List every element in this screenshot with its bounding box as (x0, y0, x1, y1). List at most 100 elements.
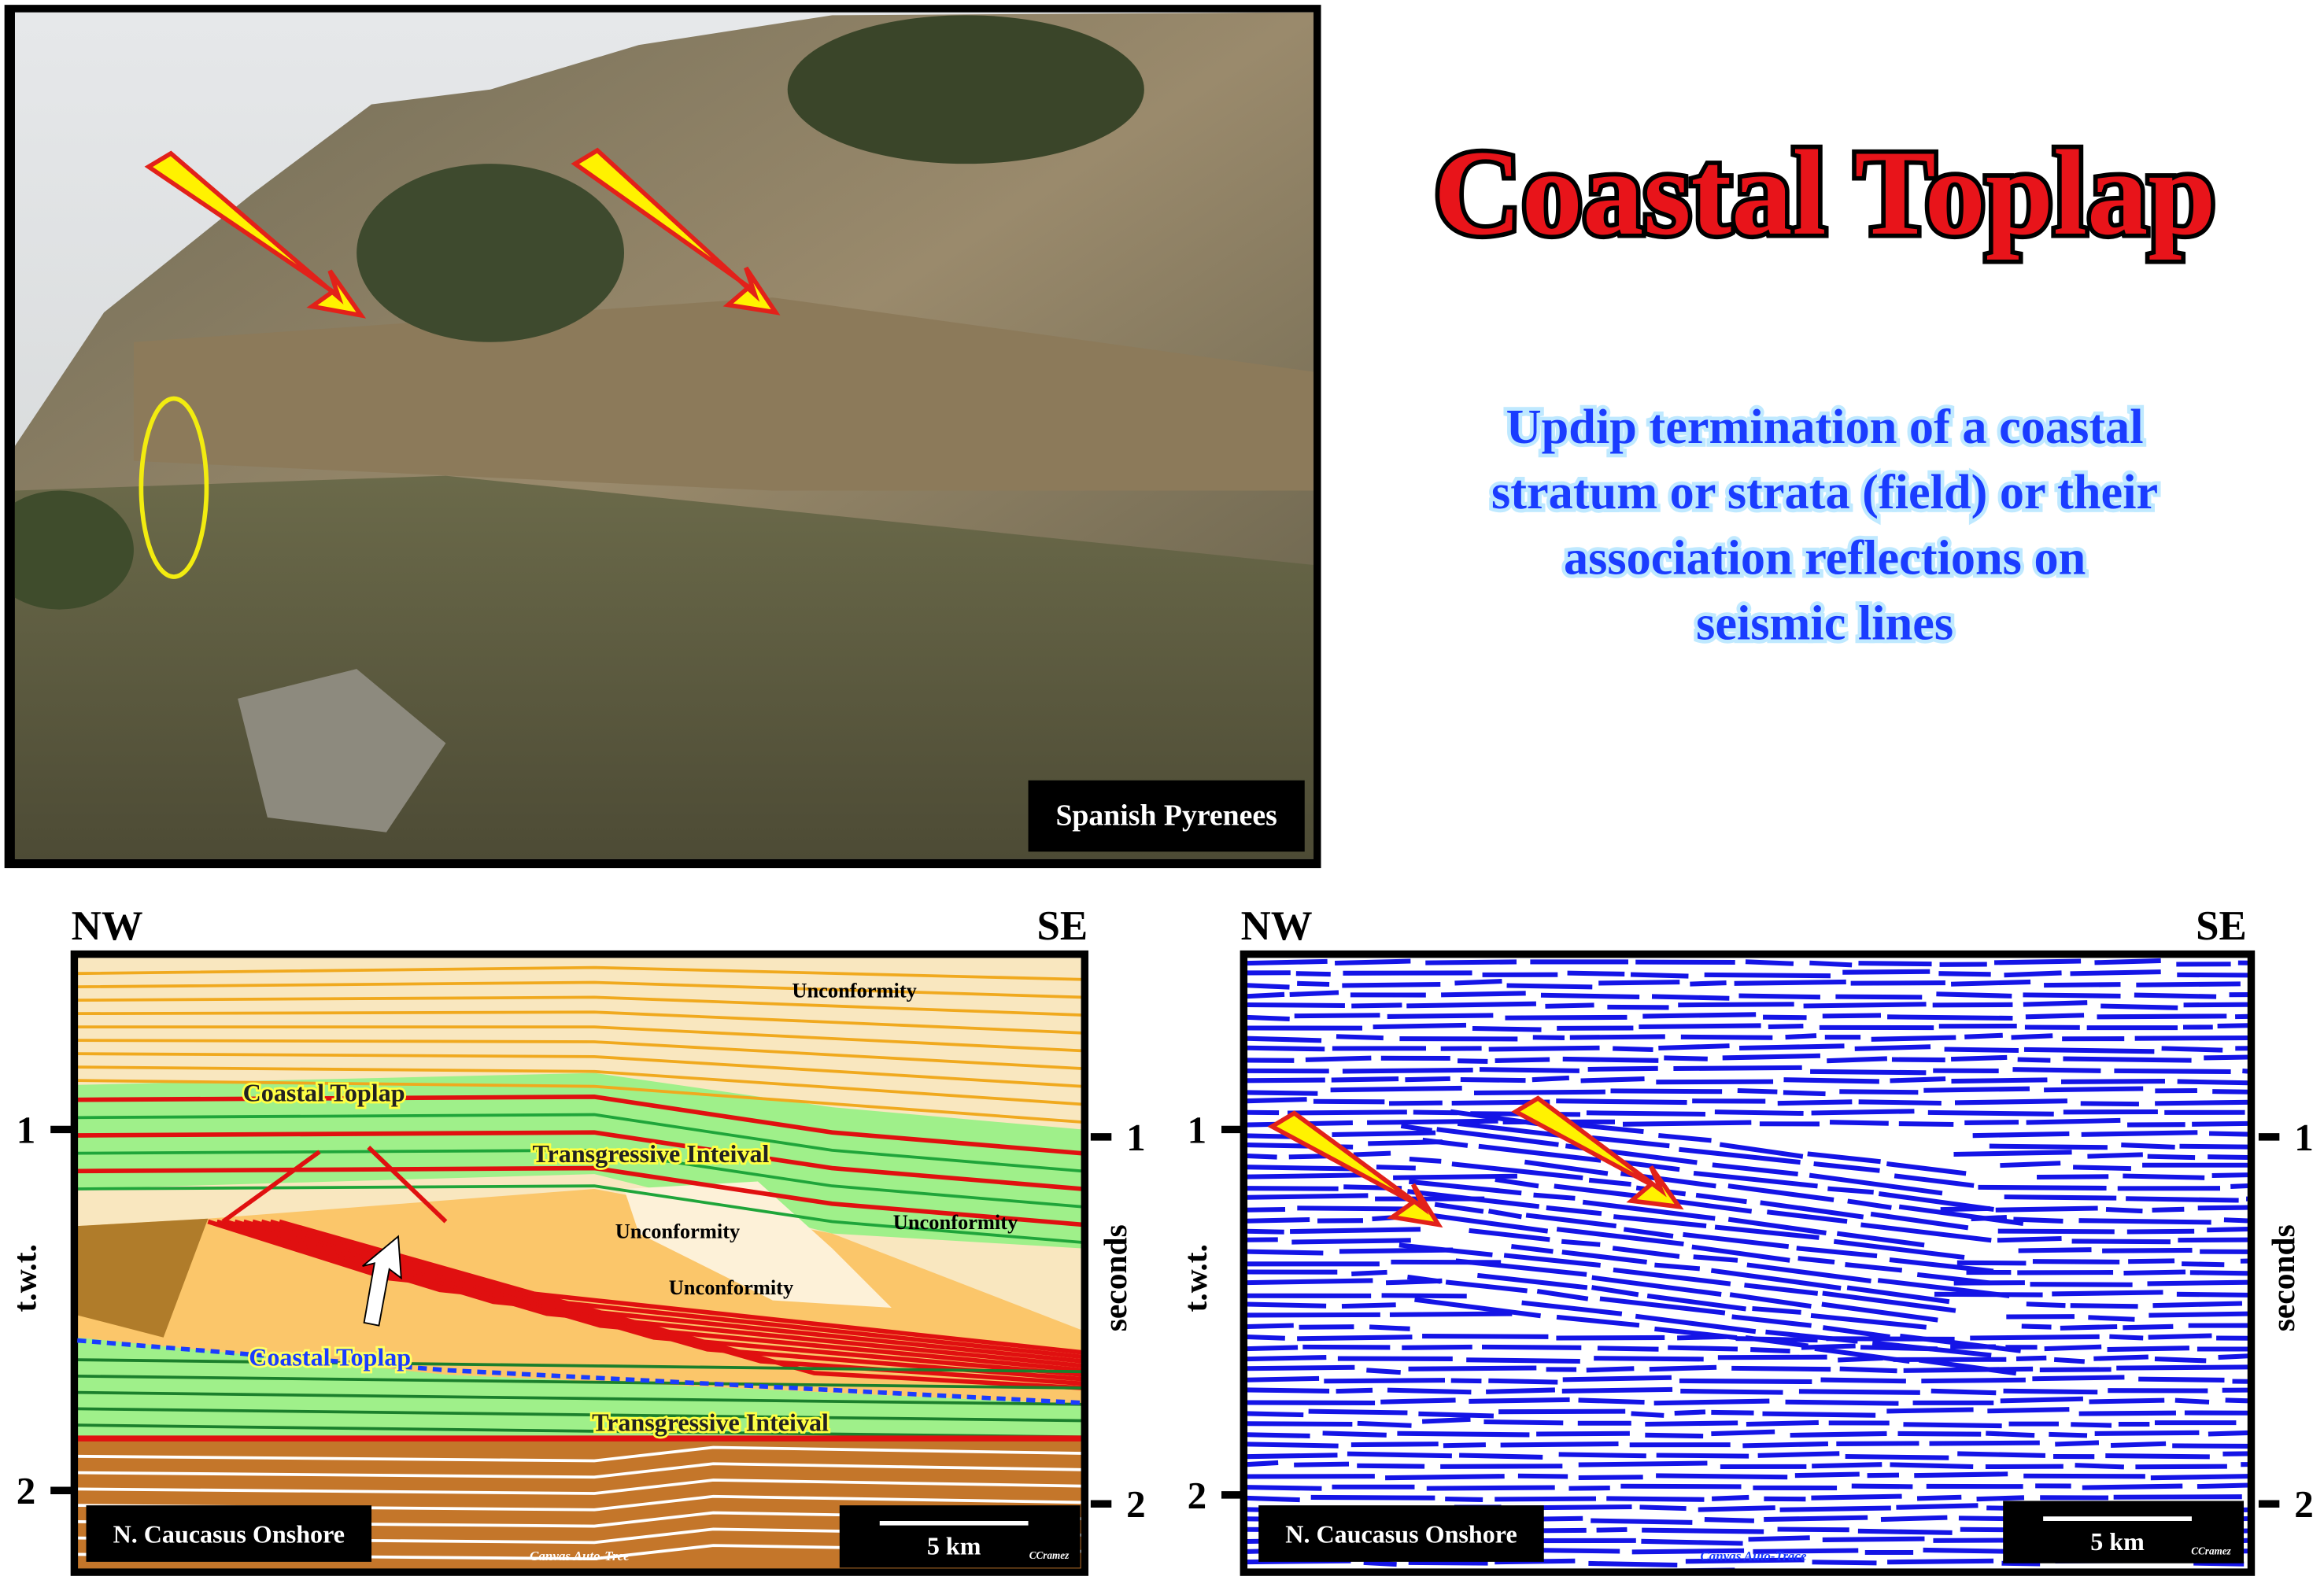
reflection (1247, 990, 2248, 1001)
reflection (1247, 1202, 2248, 1274)
horizon (77, 1462, 1082, 1479)
subtitle-line: Updip termination of a coastal (1506, 400, 2144, 454)
reflection (1247, 1179, 2248, 1248)
horizon (77, 1095, 1082, 1156)
horizon (367, 1146, 448, 1224)
axis-title: seconds (2265, 1224, 2301, 1331)
horizon (77, 1010, 1082, 1035)
reflection (1247, 1032, 2248, 1043)
reflection (1247, 1460, 2248, 1470)
credit: CCramez (2191, 1545, 2231, 1556)
tick-label: 1 (17, 1108, 36, 1151)
reflection (1247, 1159, 2248, 1226)
reflection (1247, 1297, 2248, 1376)
reflection (1247, 1429, 2248, 1439)
scale-box (839, 1505, 1081, 1568)
horizon (77, 1113, 1082, 1173)
highlight-ellipse (139, 396, 209, 579)
horizon (77, 1079, 1082, 1124)
location: N. Caucasus Onshore (113, 1519, 345, 1548)
credit: CCramez (1029, 1549, 1070, 1561)
horizon (216, 1219, 1082, 1360)
scale: 5 km (927, 1531, 981, 1560)
reflection (1247, 969, 2248, 979)
horizon (77, 1165, 1082, 1227)
subtitle-line: seismic lines (1696, 596, 1953, 650)
location-box (86, 1505, 372, 1562)
arrow (362, 1235, 402, 1327)
panel-frame (70, 950, 1089, 1576)
reflection (1247, 1189, 2248, 1260)
reflection (1247, 1272, 2248, 1330)
reflection (1247, 978, 2241, 990)
horizon (77, 1039, 1082, 1070)
reflection (1247, 1109, 2245, 1117)
reflection (1247, 1471, 2248, 1481)
reflection (1247, 1043, 2248, 1054)
reflection (1247, 1137, 2248, 1213)
reflection (1247, 1210, 2248, 1286)
reflection (1247, 1123, 2248, 1196)
reflection (1247, 1022, 2248, 1032)
horizon (77, 1358, 1082, 1374)
horizon (77, 1065, 1082, 1106)
horizon (221, 1150, 321, 1224)
seismic-section (1247, 958, 2248, 1570)
tick-label: 1 (1188, 1108, 1207, 1151)
reflection (1247, 1416, 2237, 1429)
horizon (77, 1148, 1082, 1209)
horizon (242, 1219, 1082, 1373)
arrow (144, 150, 367, 319)
annotation: Unconformity (893, 1210, 1018, 1234)
horizon (77, 965, 1082, 981)
arrow (1267, 1110, 1443, 1228)
horizon (77, 1423, 1082, 1439)
reflection (1247, 1258, 2248, 1323)
reflection (1247, 1353, 2248, 1364)
direction-label: SE (1036, 903, 1088, 949)
reflection (1247, 1242, 2248, 1313)
axis-title: t.w.t. (1177, 1244, 1214, 1312)
horizon (234, 1219, 1082, 1368)
annotation: Unconformity (615, 1219, 741, 1242)
horizon (77, 980, 1082, 999)
reflection (1247, 1075, 2248, 1086)
boundary (76, 1338, 1082, 1405)
reflection (1247, 1274, 2243, 1353)
horizon (77, 1052, 1082, 1088)
reflection (1247, 1227, 2248, 1298)
location: N. Caucasus Onshore (1285, 1519, 1517, 1548)
tick-label: 2 (1126, 1482, 1146, 1526)
annotation: Coastal Toplap (249, 1343, 411, 1371)
tick-label: 1 (2294, 1116, 2314, 1159)
annotation: Coastal Toplap (243, 1079, 405, 1107)
axis-title: seconds (1097, 1224, 1133, 1331)
horizon (77, 1025, 1082, 1053)
reflection (1247, 1451, 2248, 1460)
horizon (77, 1130, 1082, 1191)
scale: 5 km (2090, 1527, 2145, 1556)
axes: 1 2 t.w.t. 1 2 seconds 1 2 t.w.t. 1 2 seconds (6, 1108, 2313, 1526)
location-box (1258, 1505, 1544, 1562)
horizon (77, 1184, 1082, 1244)
reflection (1247, 1440, 2248, 1449)
horizon (225, 1219, 1082, 1364)
reflection (1247, 1375, 2248, 1385)
scale-box (2003, 1501, 2245, 1563)
arrow (1511, 1095, 1684, 1210)
tick-label: 2 (2294, 1482, 2314, 1526)
title: Coastal Toplap (1434, 126, 2216, 260)
bush (787, 15, 1144, 164)
direction-label: SE (2196, 903, 2247, 949)
bush (357, 164, 625, 342)
reflection (1247, 1244, 2248, 1305)
reflection (1247, 1000, 2248, 1010)
software: Canvas Auto-Tree (530, 1549, 630, 1563)
reflection (1247, 958, 2248, 968)
bush (14, 490, 134, 610)
annotation: Unconformity (669, 1275, 794, 1299)
reflection (1247, 1065, 2248, 1076)
reflection (1247, 1333, 2248, 1343)
